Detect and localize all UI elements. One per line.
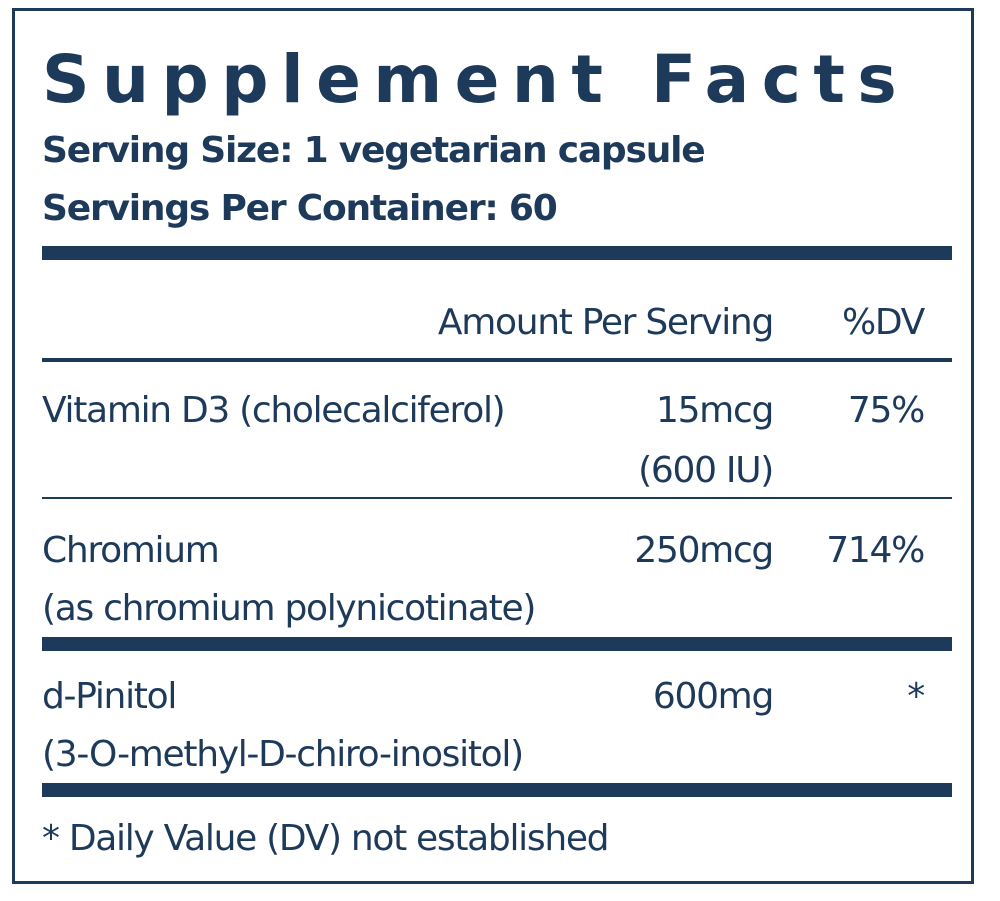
supplement-facts-panel: Supplement Facts Serving Size: 1 vegetar…	[12, 8, 974, 884]
nutrient-amount: 600mg	[652, 676, 774, 717]
nutrient-name: Chromium	[42, 530, 220, 571]
nutrient-source: (as chromium polynicotinate)	[42, 588, 536, 629]
servings-per-container: Servings Per Container: 60	[42, 188, 558, 229]
nutrient-amount-secondary: (600 IU)	[638, 450, 774, 491]
serving-size: Serving Size: 1 vegetarian capsule	[42, 130, 706, 171]
thick-divider-bottom	[42, 783, 952, 797]
thick-divider-top	[42, 246, 952, 260]
amount-per-serving-header: Amount Per Serving	[437, 302, 774, 343]
nutrient-dv: *	[907, 676, 925, 717]
footnote: * Daily Value (DV) not established	[42, 818, 610, 859]
nutrient-dv: 714%	[826, 530, 925, 571]
panel-title: Supplement Facts	[42, 41, 910, 118]
nutrient-source: (3-O-methyl-D-chiro-inositol)	[42, 734, 524, 775]
nutrient-name: Vitamin D3 (cholecalciferol)	[42, 390, 506, 431]
header-divider	[42, 358, 952, 362]
nutrient-dv: 75%	[847, 390, 925, 431]
row-divider	[42, 497, 952, 499]
thick-divider-middle	[42, 637, 952, 651]
nutrient-amount: 250mcg	[634, 530, 774, 571]
dv-header: %DV	[841, 302, 925, 343]
nutrient-name: d-Pinitol	[42, 676, 177, 717]
nutrient-amount: 15mcg	[655, 390, 774, 431]
